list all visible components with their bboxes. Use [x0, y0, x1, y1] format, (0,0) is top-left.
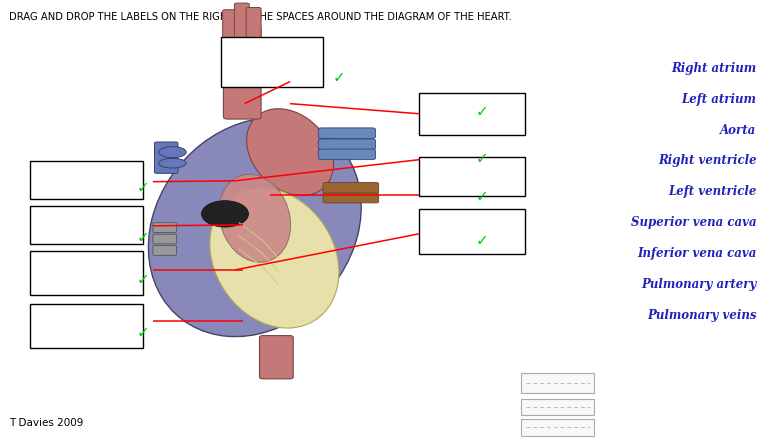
Text: ✓: ✓ [137, 230, 150, 245]
Text: ✓: ✓ [137, 272, 150, 287]
Text: ✓: ✓ [137, 325, 150, 340]
Ellipse shape [210, 188, 339, 328]
Bar [30, 161, 143, 199]
Text: Superior vena cava: Superior vena cava [631, 216, 757, 229]
FancyBboxPatch shape [318, 149, 376, 160]
Bar [419, 157, 525, 196]
Text: ✓: ✓ [476, 151, 488, 166]
Ellipse shape [158, 146, 186, 157]
Text: T Davies 2009: T Davies 2009 [9, 418, 84, 428]
FancyBboxPatch shape [323, 193, 379, 203]
Circle shape [201, 201, 249, 227]
Text: Aorta: Aorta [720, 123, 757, 137]
FancyBboxPatch shape [223, 26, 261, 119]
FancyBboxPatch shape [154, 142, 178, 173]
Text: ✓: ✓ [476, 233, 488, 248]
FancyBboxPatch shape [260, 336, 293, 379]
FancyBboxPatch shape [318, 139, 376, 149]
Bar [521, 419, 594, 436]
FancyBboxPatch shape [153, 223, 176, 232]
Text: Left atrium: Left atrium [681, 93, 757, 106]
Bar [221, 37, 323, 87]
FancyBboxPatch shape [223, 10, 238, 43]
FancyBboxPatch shape [246, 7, 261, 43]
FancyBboxPatch shape [153, 246, 176, 255]
Text: ✓: ✓ [332, 70, 345, 85]
Ellipse shape [219, 174, 291, 262]
Bar [30, 251, 143, 295]
FancyBboxPatch shape [234, 3, 249, 43]
FancyBboxPatch shape [153, 234, 176, 244]
FancyBboxPatch shape [323, 183, 379, 193]
Ellipse shape [148, 118, 361, 336]
Bar [521, 399, 594, 415]
Text: Pulmonary veins: Pulmonary veins [647, 309, 757, 322]
Text: Left ventricle: Left ventricle [668, 185, 757, 198]
Ellipse shape [247, 109, 333, 195]
Bar [30, 206, 143, 244]
FancyBboxPatch shape [318, 128, 376, 138]
Text: ✓: ✓ [476, 189, 488, 204]
Text: Right ventricle: Right ventricle [658, 154, 757, 168]
Bar [521, 373, 594, 393]
Bar [419, 93, 525, 135]
Bar [30, 304, 143, 348]
Text: DRAG AND DROP THE LABELS ON THE RIGHT TO THE SPACES AROUND THE DIAGRAM OF THE HE: DRAG AND DROP THE LABELS ON THE RIGHT TO… [9, 12, 512, 22]
Ellipse shape [158, 158, 186, 168]
Text: ✓: ✓ [137, 180, 150, 195]
Text: Inferior vena cava: Inferior vena cava [637, 247, 757, 260]
Text: ✓: ✓ [476, 104, 488, 119]
Bar [419, 209, 525, 254]
Text: Right atrium: Right atrium [671, 62, 757, 75]
Text: Pulmonary artery: Pulmonary artery [641, 278, 757, 291]
